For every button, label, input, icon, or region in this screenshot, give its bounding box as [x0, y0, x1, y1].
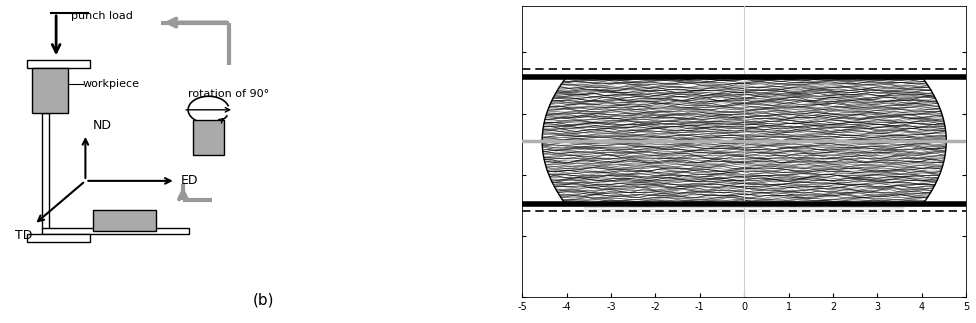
Bar [193, 120, 224, 155]
Bar [31, 68, 68, 113]
Text: TD: TD [15, 229, 32, 242]
Text: ED: ED [181, 174, 198, 187]
Text: punch load: punch load [70, 11, 133, 21]
Bar [27, 234, 91, 242]
Bar [27, 60, 91, 68]
Bar [43, 228, 189, 234]
Text: (b): (b) [253, 293, 274, 308]
Bar [93, 210, 156, 231]
Bar [43, 113, 49, 229]
Text: workpiece: workpiece [83, 79, 140, 89]
Text: ND: ND [93, 119, 111, 132]
Text: rotation of 90°: rotation of 90° [187, 89, 269, 99]
